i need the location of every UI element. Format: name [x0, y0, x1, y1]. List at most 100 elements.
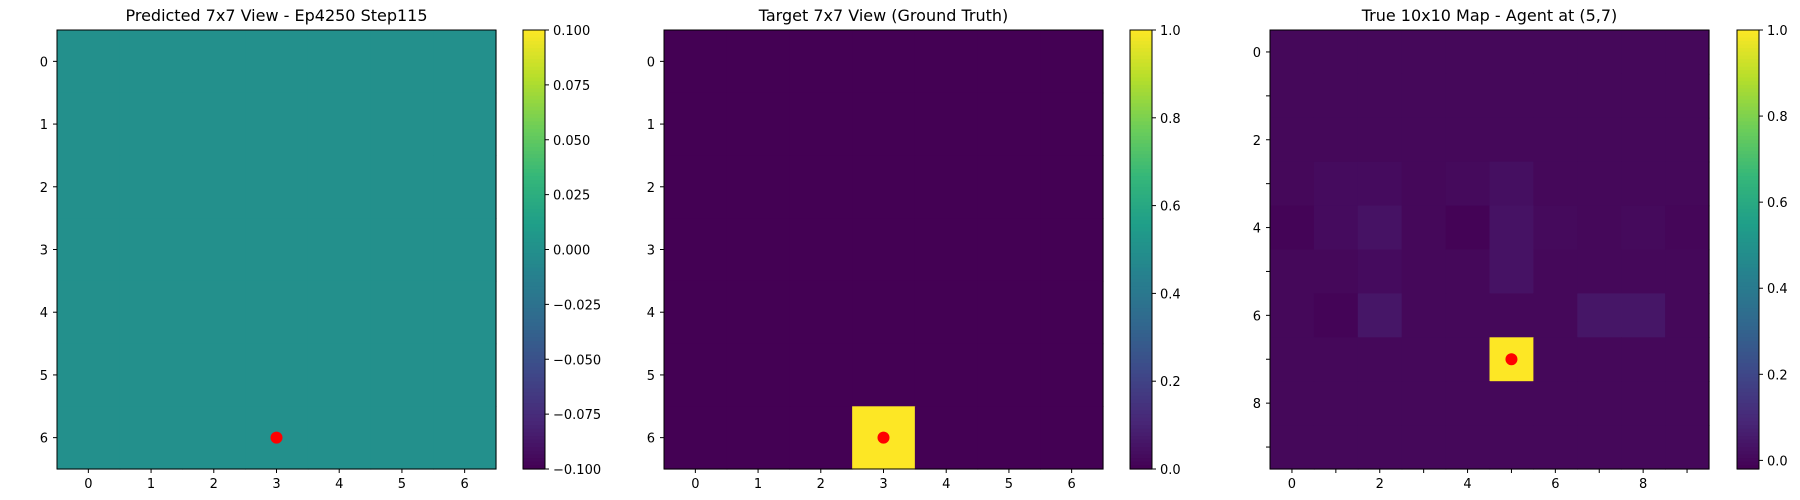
- heatmap-cell: [1313, 381, 1359, 426]
- colorbar-segment: [1737, 84, 1759, 90]
- x-tick-label: 3: [272, 477, 280, 492]
- heatmap-cell: [307, 280, 372, 345]
- heatmap-cell: [977, 155, 1041, 219]
- colorbar-segment: [1130, 406, 1152, 412]
- colorbar-segment: [523, 220, 545, 225]
- colorbar-tick-label: −0.050: [553, 353, 601, 368]
- colorbar-segment: [523, 190, 545, 196]
- colorbar-segment: [1130, 81, 1152, 86]
- heatmap-cell: [726, 406, 791, 470]
- colorbar-tick-label: 0.100: [553, 24, 590, 39]
- y-tick-label: 6: [647, 432, 655, 447]
- colorbar-segment: [1737, 216, 1759, 221]
- x-tick-label: 4: [335, 477, 343, 492]
- heatmap-cell: [1489, 381, 1534, 426]
- colorbar-segment: [1737, 59, 1759, 64]
- colorbar-segment: [1737, 201, 1759, 207]
- colorbar-segment: [1130, 410, 1152, 415]
- colorbar-segment: [523, 461, 545, 466]
- colorbar-segment: [523, 392, 545, 397]
- heatmap-cell: [664, 92, 728, 157]
- heatmap-cell: [1621, 249, 1666, 294]
- colorbar-segment: [1737, 425, 1759, 430]
- axes-frame: [1269, 29, 1710, 470]
- colorbar-segment: [1130, 256, 1152, 262]
- colorbar-segment: [1130, 293, 1152, 298]
- heatmap-cell: [1533, 249, 1578, 294]
- heatmap-cell: [914, 92, 979, 157]
- colorbar-segment: [1130, 264, 1152, 269]
- heatmap-cell: [1445, 205, 1491, 251]
- colorbar-segment: [1130, 194, 1152, 199]
- colorbar-frame: [1129, 29, 1153, 470]
- colorbar-segment: [1737, 220, 1759, 225]
- colorbar-segment: [1130, 51, 1152, 57]
- y-tick-label: 4: [647, 306, 655, 321]
- x-tick-label: 3: [879, 477, 887, 492]
- colorbar-segment: [523, 117, 545, 123]
- colorbar-segment: [1130, 311, 1152, 316]
- colorbar-segment: [1737, 410, 1759, 415]
- colorbar-segment: [1130, 362, 1152, 368]
- colorbar-segment: [1130, 88, 1152, 93]
- colorbar-segment: [1130, 443, 1152, 448]
- colorbar-segment: [1130, 425, 1152, 430]
- colorbar-segment: [1130, 304, 1152, 309]
- colorbar-segment: [523, 176, 545, 181]
- colorbar-segment: [1130, 234, 1152, 240]
- colorbar-segment: [523, 362, 545, 368]
- heatmap-cell: [1665, 161, 1710, 207]
- colorbar-segment: [1130, 205, 1152, 210]
- colorbar-segment: [523, 337, 545, 342]
- colorbar-segment: [1130, 242, 1152, 247]
- colorbar-segment: [1737, 322, 1759, 327]
- colorbar-tick-label: 0.8: [1767, 110, 1788, 125]
- colorbar-segment: [523, 55, 545, 60]
- heatmap-cell: [370, 155, 434, 219]
- heatmap-cell: [1313, 117, 1359, 163]
- heatmap-cell: [1533, 161, 1578, 207]
- colorbar-segment: [1130, 278, 1152, 284]
- heatmap-cell: [852, 343, 916, 407]
- colorbar-segment: [1737, 55, 1759, 60]
- y-tick-label: 6: [40, 432, 48, 447]
- colorbar-segment: [1737, 183, 1759, 188]
- y-tick-label: 1: [647, 118, 655, 133]
- y-tick-label: 3: [647, 244, 655, 259]
- colorbar-segment: [1130, 33, 1152, 38]
- colorbar-segment: [1130, 260, 1152, 265]
- colorbar-segment: [1737, 209, 1759, 214]
- colorbar-segment: [1130, 125, 1152, 130]
- heatmap-cell: [1357, 73, 1403, 119]
- heatmap-cell: [1621, 73, 1666, 119]
- heatmap-cell: [370, 343, 434, 407]
- colorbar-segment: [523, 147, 545, 152]
- colorbar-segment: [1130, 403, 1152, 408]
- colorbar-segment: [523, 439, 545, 444]
- colorbar-segment: [523, 326, 545, 331]
- colorbar-segment: [1130, 370, 1152, 375]
- heatmap-cell: [789, 406, 853, 470]
- heatmap-cell: [245, 92, 309, 157]
- colorbar-segment: [523, 333, 545, 338]
- colorbar-segment: [1737, 377, 1759, 382]
- colorbar-segment: [1737, 136, 1759, 141]
- colorbar-segment: [523, 428, 545, 434]
- colorbar-segment: [1130, 231, 1152, 236]
- colorbar-segment: [523, 421, 545, 426]
- colorbar-segment: [523, 381, 545, 386]
- x-tick-label: 5: [398, 477, 406, 492]
- colorbar-segment: [523, 282, 545, 287]
- colorbar-segment: [1130, 432, 1152, 437]
- colorbar-segment: [1737, 282, 1759, 287]
- colorbar-segment: [1130, 344, 1152, 349]
- x-tick-label: 1: [147, 477, 155, 492]
- heatmap-cell: [789, 92, 853, 157]
- colorbar-segment: [1737, 128, 1759, 134]
- heatmap-cell: [1040, 92, 1104, 157]
- colorbar-segment: [523, 143, 545, 148]
- heatmap-cell: [1665, 117, 1710, 163]
- colorbar-segment: [523, 267, 545, 273]
- colorbar-segment: [1737, 436, 1759, 441]
- heatmap-cell: [433, 406, 497, 470]
